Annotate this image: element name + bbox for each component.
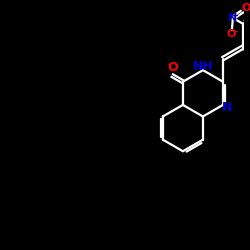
Text: O: O — [227, 30, 236, 40]
Text: O: O — [242, 4, 250, 14]
Text: O: O — [167, 61, 178, 74]
Text: NH: NH — [192, 60, 213, 73]
Text: N: N — [222, 100, 232, 114]
Text: N: N — [228, 13, 237, 23]
Text: −: − — [232, 28, 238, 36]
Text: +: + — [231, 10, 238, 20]
